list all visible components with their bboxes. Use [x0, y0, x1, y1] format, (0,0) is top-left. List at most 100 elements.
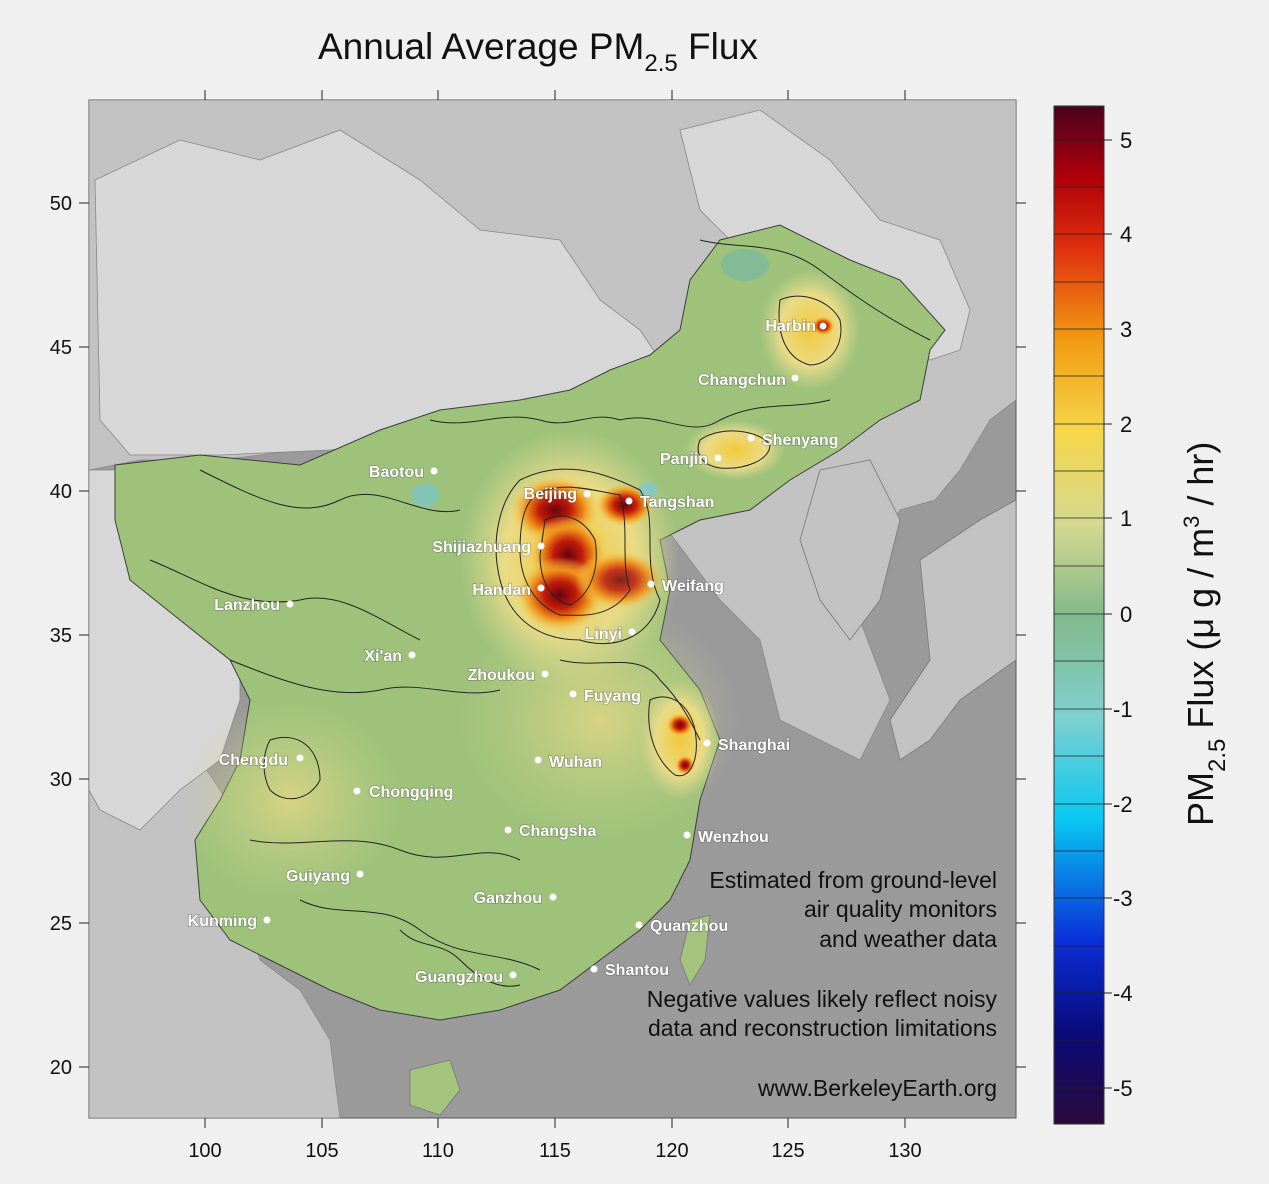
x-tick-label: 120: [655, 1140, 688, 1162]
city-dot-weifang: [647, 580, 655, 588]
city-label-quanzhou: Quanzhou: [650, 918, 728, 935]
city-label-fuyang: Fuyang: [584, 688, 641, 705]
colorbar-label: 3: [1120, 317, 1132, 342]
cool-spot-baotou: [411, 483, 439, 507]
y-tick-label: 45: [50, 337, 72, 359]
y-tick-label: 30: [50, 769, 72, 791]
colorbar-label: 5: [1120, 128, 1132, 153]
colorbar-label: -3: [1113, 886, 1133, 911]
x-tick-label: 100: [188, 1140, 221, 1162]
city-label-weifang: Weifang: [662, 578, 724, 595]
city-label-ganzhou: Ganzhou: [474, 890, 542, 907]
x-tick-label: 110: [422, 1140, 454, 1162]
city-label-chengdu: Chengdu: [219, 752, 288, 769]
city-dot-linyi: [628, 628, 636, 636]
city-dot-wenzhou: [683, 831, 691, 839]
city-label-linyi: Linyi: [585, 626, 622, 643]
colorbar-title-main: PM: [1180, 772, 1221, 826]
city-dot-ganzhou: [549, 893, 557, 901]
colorbar-title-superscript: 3: [1179, 516, 1204, 528]
city-label-shenyang: Shenyang: [762, 432, 838, 449]
colorbar-label: -2: [1113, 792, 1133, 817]
colorbar-label: 2: [1120, 412, 1132, 437]
colorbar-ticks: [1104, 139, 1112, 1089]
y-tick-label: 35: [50, 625, 72, 647]
city-label-zhoukou: Zhoukou: [467, 667, 535, 684]
axis-ticks: [79, 90, 1026, 1128]
x-tick-label: 105: [305, 1140, 338, 1162]
city-label-shanghai: Shanghai: [718, 737, 790, 754]
colorbar-label: 0: [1120, 602, 1132, 627]
city-dot-kunming: [263, 916, 271, 924]
colorbar-label: -5: [1113, 1076, 1133, 1101]
colorbar-label: -1: [1113, 697, 1133, 722]
y-tick-label: 40: [50, 481, 72, 503]
hangzhou-hotspot: [675, 755, 695, 775]
y-tick-label: 25: [50, 913, 72, 935]
city-label-handan: Handan: [472, 582, 531, 599]
city-dot-chongqing: [353, 787, 361, 795]
city-dot-shanghai: [703, 739, 711, 747]
city-label-baotou: Baotou: [369, 464, 424, 481]
city-label-tangshan: Tangshan: [640, 494, 714, 511]
cool-spot-bohai: [638, 482, 658, 498]
korea-peninsula: [799, 459, 901, 641]
x-tick-label: 130: [888, 1140, 921, 1162]
title-main: Annual Average PM: [318, 26, 645, 67]
harbin-warm-area: [760, 270, 860, 390]
colorbar-label: 1: [1120, 506, 1132, 531]
nanjing-hotspot: [666, 713, 694, 737]
city-dot-chengdu: [296, 754, 304, 762]
city-dot-panjin: [714, 454, 722, 462]
city-label-chongqing: Chongqing: [369, 784, 453, 801]
city-label-guangzhou: Guangzhou: [415, 969, 503, 986]
city-label-beijing: Beijing: [524, 486, 577, 503]
city-dot-shantou: [590, 965, 598, 973]
city-dot-handan: [537, 584, 545, 592]
city-label-changchun: Changchun: [698, 372, 786, 389]
colorbar-title-subscript: 2.5: [1204, 739, 1231, 772]
city-dot-fuyang: [569, 690, 577, 698]
taiwan-island: [679, 914, 711, 986]
contour-lines: [149, 239, 931, 987]
title-subscript: 2.5: [644, 50, 678, 77]
city-label-wuhan: Wuhan: [549, 754, 602, 771]
sichuan-warm-area: [180, 700, 400, 900]
city-dot-quanzhou: [635, 921, 643, 929]
colorbar-gradient: [1053, 105, 1105, 1125]
colorbar: 5 4 3 2 1 0 -1 -2 -3 -4 -5 PM2.5 Flux (μ…: [1053, 105, 1231, 1125]
city-dot-shijiazhuang: [537, 542, 545, 550]
note-line-3: and weather data: [819, 926, 997, 952]
city-label-lanzhou: Lanzhou: [214, 597, 280, 614]
city-dot-changchun: [791, 374, 799, 382]
y-tick-label: 20: [50, 1057, 72, 1079]
yangtze-delta-warm-area: [640, 680, 720, 800]
colorbar-title-end: / hr): [1180, 442, 1221, 516]
city-label-shijiazhuang: Shijiazhuang: [432, 539, 531, 556]
hainan-island: [409, 1059, 461, 1116]
y-tick-label: 50: [50, 193, 72, 215]
note-line-4: Negative values likely reflect noisy: [647, 986, 998, 1012]
x-tick-label: 115: [539, 1140, 571, 1162]
city-label-panjin: Panjin: [660, 451, 708, 468]
city-label-harbin: Harbin: [765, 318, 816, 335]
japan-islands: [889, 499, 1016, 761]
city-dot-baotou: [430, 467, 438, 475]
city-dot-lanzhou: [286, 600, 294, 608]
note-line-5: data and reconstruction limitations: [648, 1015, 997, 1041]
city-markers: Harbin Changchun Shenyang Panjin Baotou …: [187, 317, 839, 987]
note-line-1: Estimated from ground-level: [709, 867, 997, 893]
chart-title: Annual Average PM2.5 Flux: [318, 26, 758, 77]
city-dot-harbin: [819, 322, 827, 330]
city-label-kunming: Kunming: [188, 913, 257, 930]
colorbar-title-rest: Flux (μ g / m: [1180, 528, 1221, 739]
cool-spot-northeast: [721, 249, 769, 281]
city-dot-guiyang: [356, 870, 364, 878]
city-label-shantou: Shantou: [605, 962, 669, 979]
city-label-wenzhou: Wenzhou: [698, 829, 769, 846]
city-label-guiyang: Guiyang: [286, 868, 350, 885]
title-suffix: Flux: [677, 26, 758, 67]
city-dot-changsha: [504, 826, 512, 834]
city-dot-tangshan: [625, 497, 633, 505]
colorbar-label: 4: [1120, 222, 1132, 247]
